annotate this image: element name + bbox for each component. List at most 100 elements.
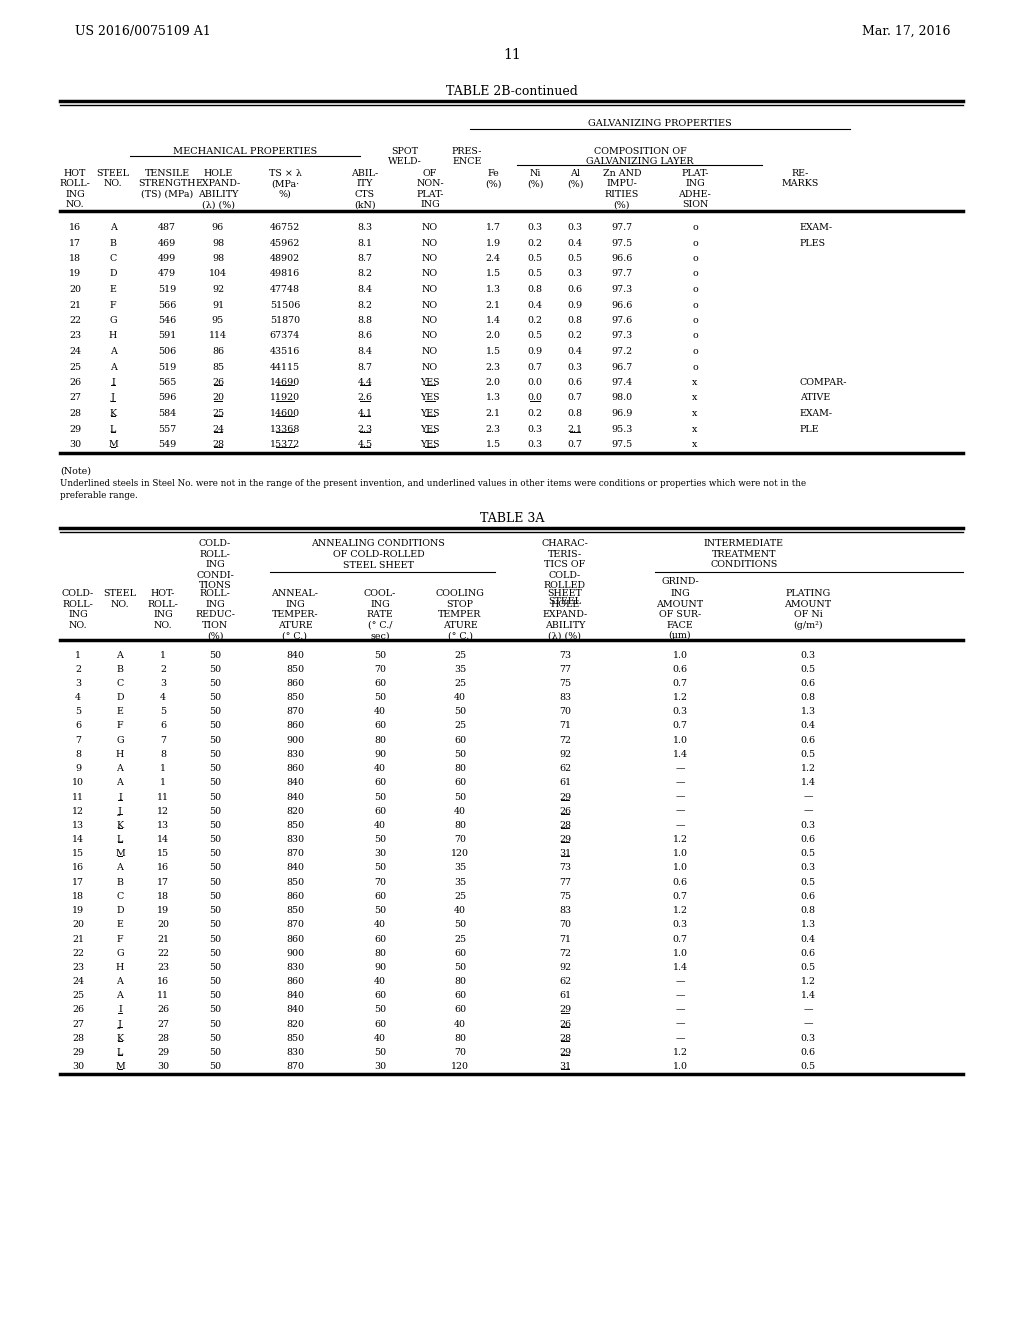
Text: 2.0: 2.0 bbox=[485, 331, 501, 341]
Text: CHARAC-
TERIS-
TICS OF
COLD-
ROLLED: CHARAC- TERIS- TICS OF COLD- ROLLED bbox=[542, 540, 589, 590]
Text: 9: 9 bbox=[75, 764, 81, 774]
Text: 830: 830 bbox=[286, 1048, 304, 1057]
Text: 830: 830 bbox=[286, 750, 304, 759]
Text: 43516: 43516 bbox=[269, 347, 300, 356]
Text: F: F bbox=[110, 301, 117, 309]
Text: 0.8: 0.8 bbox=[801, 906, 815, 915]
Text: 60: 60 bbox=[374, 807, 386, 816]
Text: A: A bbox=[117, 764, 124, 774]
Text: 83: 83 bbox=[559, 693, 571, 702]
Text: 7: 7 bbox=[75, 735, 81, 744]
Text: 4: 4 bbox=[160, 693, 166, 702]
Text: COLD-
ROLL-
ING
CONDI-
TIONS: COLD- ROLL- ING CONDI- TIONS bbox=[196, 540, 233, 590]
Text: 25: 25 bbox=[454, 678, 466, 688]
Text: 97.3: 97.3 bbox=[611, 285, 633, 294]
Text: 1.0: 1.0 bbox=[673, 735, 687, 744]
Text: Mar. 17, 2016: Mar. 17, 2016 bbox=[861, 25, 950, 38]
Text: 50: 50 bbox=[209, 764, 221, 774]
Text: 50: 50 bbox=[454, 750, 466, 759]
Text: NO: NO bbox=[422, 331, 438, 341]
Text: —: — bbox=[803, 1019, 813, 1028]
Text: 0.3: 0.3 bbox=[527, 425, 543, 433]
Text: PLATING
AMOUNT
OF Ni
(g/m²): PLATING AMOUNT OF Ni (g/m²) bbox=[784, 590, 831, 630]
Text: —: — bbox=[803, 807, 813, 816]
Text: 35: 35 bbox=[454, 863, 466, 873]
Text: 0.4: 0.4 bbox=[567, 239, 583, 248]
Text: 50: 50 bbox=[209, 750, 221, 759]
Text: B: B bbox=[117, 665, 124, 673]
Text: 1.3: 1.3 bbox=[801, 708, 815, 717]
Text: o: o bbox=[692, 269, 698, 279]
Text: 80: 80 bbox=[454, 821, 466, 830]
Text: 16: 16 bbox=[72, 863, 84, 873]
Text: o: o bbox=[692, 331, 698, 341]
Text: 15: 15 bbox=[157, 849, 169, 858]
Text: 0.5: 0.5 bbox=[801, 878, 815, 887]
Text: 21: 21 bbox=[157, 935, 169, 944]
Text: 15: 15 bbox=[72, 849, 84, 858]
Text: 23: 23 bbox=[69, 331, 81, 341]
Text: YES: YES bbox=[420, 425, 440, 433]
Text: —: — bbox=[675, 977, 685, 986]
Text: 83: 83 bbox=[559, 906, 571, 915]
Text: 28: 28 bbox=[72, 1034, 84, 1043]
Text: (Note): (Note) bbox=[60, 466, 91, 475]
Text: NO: NO bbox=[422, 269, 438, 279]
Text: J: J bbox=[118, 1019, 122, 1028]
Text: 92: 92 bbox=[559, 962, 571, 972]
Text: 0.3: 0.3 bbox=[567, 363, 583, 371]
Text: 80: 80 bbox=[374, 949, 386, 958]
Text: 2.1: 2.1 bbox=[485, 301, 501, 309]
Text: 0.4: 0.4 bbox=[567, 347, 583, 356]
Text: J: J bbox=[111, 393, 115, 403]
Text: 1.2: 1.2 bbox=[673, 836, 687, 843]
Text: 0.2: 0.2 bbox=[527, 239, 543, 248]
Text: o: o bbox=[692, 301, 698, 309]
Text: 91: 91 bbox=[212, 301, 224, 309]
Text: 5: 5 bbox=[75, 708, 81, 717]
Text: 16: 16 bbox=[69, 223, 81, 232]
Text: NO: NO bbox=[422, 253, 438, 263]
Text: 96.6: 96.6 bbox=[611, 253, 633, 263]
Text: 8.2: 8.2 bbox=[357, 269, 373, 279]
Text: 50: 50 bbox=[209, 962, 221, 972]
Text: 50: 50 bbox=[209, 920, 221, 929]
Text: F: F bbox=[117, 722, 123, 730]
Text: 4: 4 bbox=[75, 693, 81, 702]
Text: 50: 50 bbox=[209, 935, 221, 944]
Text: STEEL SHEET: STEEL SHEET bbox=[343, 561, 414, 570]
Text: NO: NO bbox=[422, 285, 438, 294]
Text: ATIVE: ATIVE bbox=[800, 393, 830, 403]
Text: L: L bbox=[117, 1048, 123, 1057]
Text: 27: 27 bbox=[69, 393, 81, 403]
Text: 860: 860 bbox=[286, 977, 304, 986]
Text: 0.8: 0.8 bbox=[567, 409, 583, 418]
Text: 50: 50 bbox=[454, 792, 466, 801]
Text: 61: 61 bbox=[559, 779, 571, 787]
Text: 6: 6 bbox=[75, 722, 81, 730]
Text: 31: 31 bbox=[559, 1063, 571, 1072]
Text: 51506: 51506 bbox=[269, 301, 300, 309]
Text: 5: 5 bbox=[160, 708, 166, 717]
Text: 29: 29 bbox=[559, 792, 571, 801]
Text: 850: 850 bbox=[286, 906, 304, 915]
Text: 50: 50 bbox=[209, 949, 221, 958]
Text: 50: 50 bbox=[209, 779, 221, 787]
Text: 16: 16 bbox=[157, 863, 169, 873]
Text: 1.0: 1.0 bbox=[673, 949, 687, 958]
Text: 60: 60 bbox=[374, 722, 386, 730]
Text: x: x bbox=[692, 440, 697, 449]
Text: COMPOSITION OF
GALVANIZING LAYER: COMPOSITION OF GALVANIZING LAYER bbox=[587, 147, 693, 166]
Text: 8.7: 8.7 bbox=[357, 253, 373, 263]
Text: 1.2: 1.2 bbox=[673, 906, 687, 915]
Text: 6: 6 bbox=[160, 722, 166, 730]
Text: 50: 50 bbox=[209, 878, 221, 887]
Text: EXAM-: EXAM- bbox=[800, 409, 834, 418]
Text: 25: 25 bbox=[212, 409, 224, 418]
Text: COLD-
ROLL-
ING
NO.: COLD- ROLL- ING NO. bbox=[61, 590, 94, 630]
Text: 120: 120 bbox=[451, 849, 469, 858]
Text: 8.2: 8.2 bbox=[357, 301, 373, 309]
Text: 0.5: 0.5 bbox=[527, 331, 543, 341]
Text: 96: 96 bbox=[212, 223, 224, 232]
Text: SPOT
WELD-: SPOT WELD- bbox=[388, 147, 422, 166]
